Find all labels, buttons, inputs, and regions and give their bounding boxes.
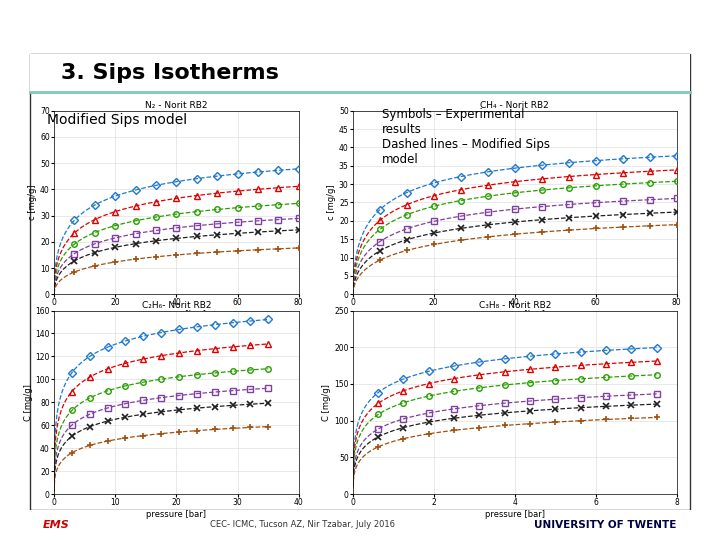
Text: Symbols – Experimental
results
Dashed lines – Modified Sips
model: Symbols – Experimental results Dashed li… — [382, 108, 549, 166]
Title: C₃H₈ - Norit RB2: C₃H₈ - Norit RB2 — [479, 301, 551, 310]
Y-axis label: C [mg/g]: C [mg/g] — [323, 384, 331, 421]
Y-axis label: c [mg/g]: c [mg/g] — [28, 185, 37, 220]
Text: CEC- ICMC, Tucson AZ, Nir Tzabar, July 2016: CEC- ICMC, Tucson AZ, Nir Tzabar, July 2… — [210, 521, 395, 529]
X-axis label: pressure [bar]: pressure [bar] — [485, 310, 545, 319]
Text: UNIVERSITY OF TWENTE: UNIVERSITY OF TWENTE — [534, 520, 677, 530]
Title: CH₄ - Norit RB2: CH₄ - Norit RB2 — [480, 101, 549, 110]
Y-axis label: C [mg/g]: C [mg/g] — [24, 384, 32, 421]
X-axis label: pressure [bar]: pressure [bar] — [146, 310, 207, 319]
Text: EMS: EMS — [43, 520, 70, 530]
Text: 3. Sips Isotherms: 3. Sips Isotherms — [61, 63, 279, 83]
Text: Modified Sips model: Modified Sips model — [47, 113, 187, 127]
X-axis label: pressure [bar]: pressure [bar] — [485, 510, 545, 519]
Y-axis label: c [mg/g]: c [mg/g] — [327, 185, 336, 220]
Title: N₂ - Norit RB2: N₂ - Norit RB2 — [145, 101, 207, 110]
X-axis label: pressure [bar]: pressure [bar] — [146, 510, 207, 519]
Title: C₂H₆- Norit RB2: C₂H₆- Norit RB2 — [142, 301, 211, 310]
